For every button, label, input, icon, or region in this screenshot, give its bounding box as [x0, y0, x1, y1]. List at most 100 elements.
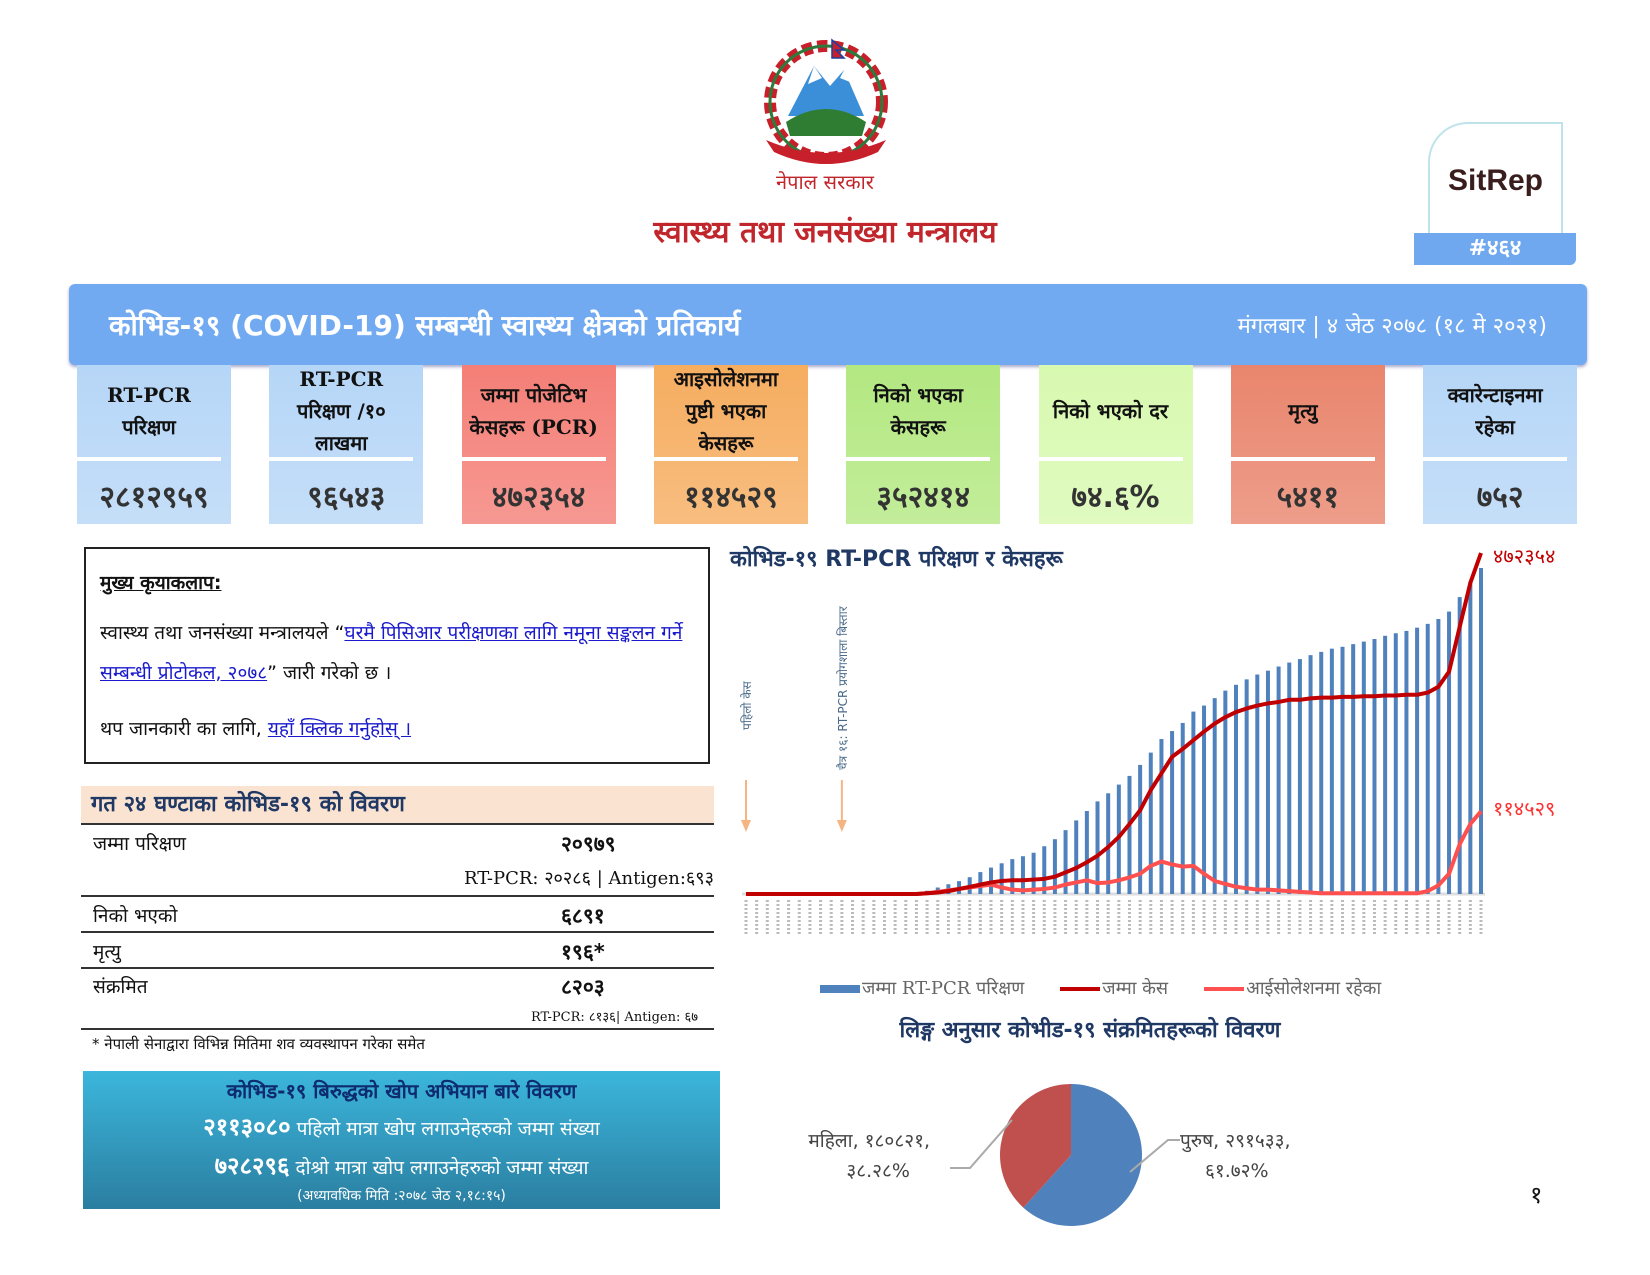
stat-value: ५४११	[1276, 480, 1339, 515]
updated-date: (अध्यावधिक मिति :२०७८ जेठ २,१८:१५)	[297, 1188, 506, 1204]
bar	[1170, 731, 1175, 894]
bar	[1138, 764, 1143, 894]
bar	[1148, 752, 1153, 894]
stat-value: ४७२३५४	[491, 480, 586, 515]
pie-slice	[1023, 1084, 1142, 1226]
leader-line	[950, 1119, 1013, 1169]
bar	[1447, 611, 1452, 894]
stat-label: निको भएको दर	[1038, 365, 1183, 461]
pie-slice	[1000, 1084, 1071, 1208]
row-value: ६८९१	[561, 904, 605, 928]
isolation-end-label: ११४५२९	[1493, 796, 1555, 820]
stat-card: क्वारेन्टाइनमा रहेका ७५२	[1423, 365, 1578, 524]
row-value: २०९७९	[561, 832, 616, 856]
stat-value: २८१२९५९	[99, 480, 209, 515]
pie-label-female: महिला, १८०८२१,	[808, 1129, 930, 1152]
bar	[1042, 846, 1047, 894]
nepal-emblem-logo	[764, 38, 888, 164]
stat-label: क्वारेन्टाइनमा रहेका	[1423, 365, 1568, 461]
row-sub: RT-PCR: ८१३६| Antigen: ६७	[530, 1010, 698, 1025]
more-info: थप जानकारी का लागि, यहाँ क्लिक गर्नुहोस्…	[100, 709, 694, 749]
arrow-head-icon	[836, 820, 847, 832]
legend-swatch	[820, 985, 860, 993]
main-activities-box: मुख्य कृयाकलाप: स्वास्थ्य तथा जनसंख्या म…	[84, 547, 710, 764]
text: थप जानकारी का लागि,	[100, 718, 268, 740]
bar	[1063, 830, 1068, 894]
bar	[1404, 630, 1409, 894]
activities-heading: मुख्य कृयाकलाप:	[100, 572, 222, 594]
bar	[1319, 651, 1324, 894]
row-value: ८२०३	[561, 975, 605, 999]
stat-card: जम्मा पोजेटिभ केसहरू (PCR) ४७२३५४	[461, 365, 616, 524]
bar	[1297, 659, 1302, 894]
stat-value: ७४.६%	[1071, 480, 1160, 515]
table-row: जम्मा परिक्षण २०९७९ RT-PCR: २०२८६ | Anti…	[81, 830, 714, 890]
activities-text: स्वास्थ्य तथा जनसंख्या मन्त्रालयले “घरमै…	[100, 613, 694, 693]
legend-isolation: आईसोलेशनमा रहेका	[1204, 976, 1381, 1000]
stat-card: निको भएका केसहरू ३५२४१४	[846, 365, 1001, 524]
row-label: मृत्यु	[93, 941, 121, 963]
stat-label: निको भएका केसहरू	[846, 365, 991, 461]
sitrep-label: SitRep	[1428, 122, 1563, 237]
vaccine-box: कोभिड-१९ बिरुद्धको खोप अभियान बारे विवरण…	[83, 1071, 720, 1209]
stat-card: निको भएको दर ७४.६%	[1038, 365, 1193, 524]
bar	[1468, 581, 1473, 894]
first-dose-value: २११३०८०	[203, 1113, 291, 1141]
page-number: १	[1530, 1181, 1543, 1209]
bar	[1425, 623, 1430, 894]
bar	[1223, 690, 1228, 894]
bar	[1212, 698, 1217, 894]
stat-card: आइसोलेशनमा पुष्टी भएका केसहरू ११४५२९	[653, 365, 808, 524]
leader-line	[1129, 1139, 1180, 1173]
stat-label: आइसोलेशनमा पुष्टी भएका केसहरू	[653, 365, 798, 461]
banner-title: कोभिड-१९ (COVID-19) सम्बन्धी स्वास्थ्य क…	[109, 308, 741, 342]
ministry-name: स्वास्थ्य तथा जनसंख्या मन्त्रालय	[653, 215, 997, 250]
protocol-link[interactable]: घरमै पिसिआर परीक्षणका लागि नमूना सङ्कलन …	[100, 622, 683, 684]
stat-value: ९६५४३	[307, 480, 386, 515]
table-row: संक्रमित ८२०३ RT-PCR: ८१३६| Antigen: ६७	[81, 973, 714, 1025]
bar	[1457, 597, 1462, 894]
government-name: नेपाल सरकार	[776, 170, 874, 194]
chart-title: कोभिड-१९ RT-PCR परिक्षण र केसहरू	[730, 547, 1063, 572]
footnote: * नेपाली सेनाद्वारा विभिन्न मितिमा शव व्…	[92, 1035, 425, 1053]
bar	[1052, 839, 1057, 894]
first-dose: २११३०८० पहिलो मात्रा खोप लगाउनेहरुको जम्…	[83, 1110, 720, 1143]
stat-label: RT-PCR परिक्षण	[77, 365, 221, 461]
bar	[999, 863, 1004, 894]
isolation-line	[746, 810, 1483, 896]
bar	[1287, 662, 1292, 894]
bar	[1084, 811, 1089, 894]
second-dose: ७२८२९६ दोश्रो मात्रा खोप लगाउनेहरुको जम्…	[83, 1149, 720, 1182]
divider	[81, 823, 714, 825]
stat-card: RT-PCR परिक्षण २८१२९५९	[77, 365, 231, 524]
bar	[1436, 618, 1441, 894]
first-dose-label: पहिलो मात्रा खोप लगाउनेहरुको जम्मा संख्य…	[296, 1118, 600, 1140]
banner-date: मंगलबार | ४ जेठ २०७८ (१८ मे २०२१)	[1237, 313, 1547, 339]
legend-label: जम्मा केस	[1102, 978, 1169, 999]
bar	[1255, 674, 1260, 894]
legend-swatch	[1060, 987, 1101, 991]
gender-pie-chart: पुरुष, २९१५३३, ६१.७२% महिला, १८०८२१, ३८.२८%	[808, 1084, 1291, 1226]
stat-label: मृत्यु	[1230, 365, 1375, 461]
bar	[1159, 739, 1164, 894]
bar	[1127, 775, 1132, 894]
bar	[1361, 641, 1366, 894]
legend-cases: जम्मा केस	[1060, 976, 1168, 1000]
legend-label: जम्मा RT-PCR परिक्षण	[862, 978, 1025, 999]
bar	[1191, 711, 1196, 894]
row-label: निको भएको	[93, 905, 178, 927]
row-sub: RT-PCR: २०२८६ | Antigen:६९३	[463, 868, 714, 889]
bar	[1372, 639, 1377, 894]
bar	[1308, 655, 1313, 894]
bar	[1415, 627, 1420, 894]
cases-line	[746, 552, 1483, 896]
divider	[81, 967, 714, 969]
bar	[1265, 670, 1270, 894]
bar	[1340, 646, 1345, 894]
bar	[1351, 644, 1356, 894]
bar	[1202, 705, 1207, 894]
text: ” जारी गरेको छ ।	[267, 662, 392, 684]
legend-tests: जम्मा RT-PCR परिक्षण	[820, 976, 1024, 1000]
bar	[1106, 793, 1111, 894]
click-here-link[interactable]: यहाँ क्लिक गर्नुहोस् ।	[267, 718, 412, 740]
